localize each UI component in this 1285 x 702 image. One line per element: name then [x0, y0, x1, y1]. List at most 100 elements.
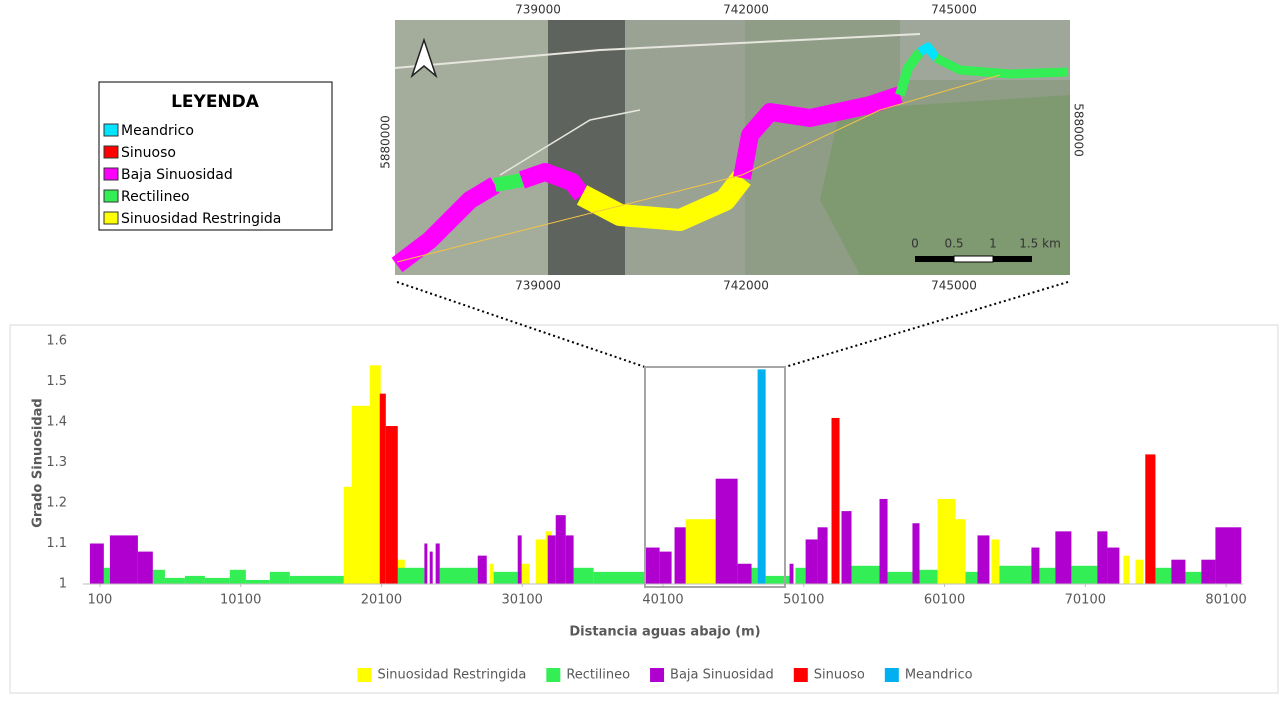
bar	[1135, 560, 1143, 584]
map-legend-swatch	[104, 212, 118, 224]
bar	[138, 552, 153, 584]
bar	[1107, 548, 1119, 584]
bar	[536, 539, 546, 584]
map-legend-title: LEYENDA	[171, 92, 260, 112]
y-tick-label: 1.6	[46, 334, 67, 349]
bar	[675, 527, 686, 584]
bar	[270, 572, 290, 584]
x-tick-label: 100	[87, 593, 112, 608]
bar	[290, 576, 344, 584]
bar	[806, 539, 818, 584]
bar	[686, 519, 716, 584]
bar	[919, 570, 937, 584]
map-coordinate: 742000	[723, 3, 769, 17]
bar	[436, 544, 440, 585]
bar	[1171, 560, 1185, 584]
map-coordinate: 739000	[515, 3, 561, 17]
legend-swatch	[357, 668, 371, 682]
bar	[795, 568, 805, 584]
bar	[832, 418, 840, 584]
legend-label: Sinuosidad Restringida	[377, 668, 526, 683]
map-legend-swatch	[104, 146, 118, 158]
bar	[758, 369, 766, 584]
legend-label: Rectilineo	[566, 668, 630, 683]
bar	[548, 535, 556, 584]
bar	[518, 535, 522, 584]
bar	[556, 515, 566, 584]
y-tick-label: 1.5	[46, 374, 67, 389]
legend-label: Sinuoso	[814, 668, 865, 683]
map-coordinate: 5880000	[1072, 103, 1086, 156]
map-legend-swatch	[104, 190, 118, 202]
bar	[716, 479, 738, 584]
x-tick-label: 50100	[783, 593, 824, 608]
y-tick-label: 1.4	[46, 415, 67, 430]
bar	[1201, 560, 1215, 584]
bar	[752, 568, 758, 584]
legend-swatch	[794, 668, 808, 682]
bar	[380, 394, 386, 584]
bar	[440, 568, 478, 584]
legend-swatch	[650, 668, 664, 682]
bar	[430, 552, 433, 584]
bar	[110, 535, 138, 584]
bar	[165, 578, 185, 584]
bar	[1215, 527, 1241, 584]
bar	[566, 535, 574, 584]
map-coordinate: 742000	[723, 279, 769, 293]
y-axis-title: Grado Sinuosidad	[31, 398, 46, 527]
scale-label: 0	[911, 237, 919, 251]
scale-bar	[915, 256, 954, 262]
bar	[1071, 566, 1097, 584]
x-tick-label: 80100	[1205, 593, 1246, 608]
scale-label: 1.5 km	[1019, 237, 1061, 251]
bar	[398, 568, 425, 584]
bar	[880, 499, 888, 584]
bar	[842, 511, 852, 584]
y-tick-label: 1	[59, 577, 67, 592]
map-coordinate: 5880000	[379, 115, 393, 168]
page-body: {"map": { "coords_top": ["739000", "7420…	[0, 0, 1285, 698]
scale-label: 0.5	[944, 237, 963, 251]
bar	[90, 544, 104, 585]
y-tick-label: 1.1	[46, 536, 67, 551]
bar	[1123, 556, 1129, 584]
bar	[888, 572, 913, 584]
bar	[1055, 531, 1071, 584]
bar	[1145, 454, 1155, 584]
x-tick-label: 10100	[220, 593, 261, 608]
map-legend-swatch	[104, 168, 118, 180]
bar	[938, 499, 956, 584]
y-tick-label: 1.3	[46, 455, 67, 470]
legend-swatch	[885, 668, 899, 682]
figure: 0 0.5 1 1.5 km 739000 742000 745000 7390…	[0, 0, 1285, 698]
map-legend-label: Meandrico	[121, 123, 194, 139]
bar	[185, 576, 205, 584]
bar	[738, 564, 752, 584]
map-legend-label: Sinuoso	[121, 145, 176, 161]
map-field	[625, 20, 745, 275]
x-tick-label: 40100	[642, 593, 683, 608]
legend-swatch	[546, 668, 560, 682]
bar	[494, 572, 518, 584]
map-field	[548, 20, 625, 275]
bar	[424, 544, 427, 585]
map-coordinate: 745000	[931, 279, 977, 293]
map-legend: LEYENDA Meandrico Sinuoso Baja Sinuosida…	[99, 82, 332, 230]
bar	[1097, 531, 1107, 584]
bar	[966, 572, 978, 584]
bar	[344, 487, 352, 584]
bar	[1031, 548, 1039, 584]
bar	[478, 556, 487, 584]
bar	[1039, 568, 1055, 584]
map-legend-label: Baja Sinuosidad	[121, 167, 233, 183]
map-legend-swatch	[104, 124, 118, 136]
map-legend-label: Rectilineo	[121, 189, 190, 205]
bar	[991, 539, 999, 584]
map: 0 0.5 1 1.5 km 739000 742000 745000 7390…	[379, 3, 1086, 293]
bar	[370, 365, 381, 584]
map-river	[495, 180, 522, 185]
bar	[790, 564, 794, 584]
bar	[912, 523, 919, 584]
bar	[594, 572, 645, 584]
